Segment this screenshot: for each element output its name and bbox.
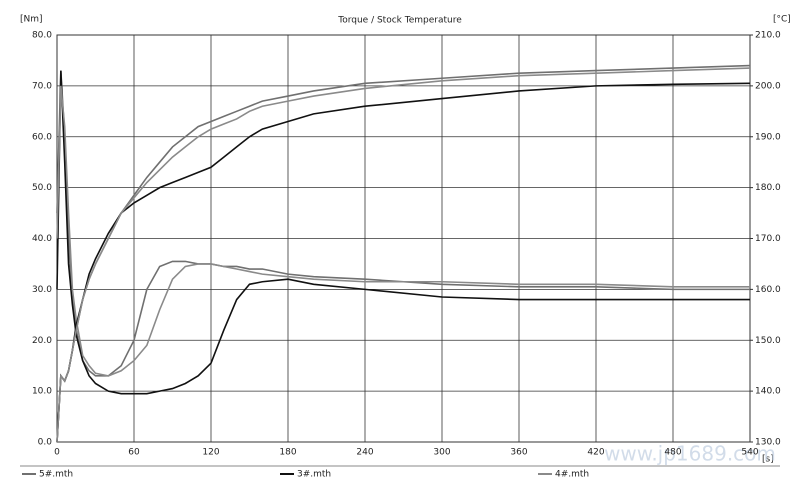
- legend-label: 3#.mth: [297, 470, 331, 480]
- y-tick-label: 40.0: [32, 234, 52, 244]
- y-tick-label: 30.0: [32, 285, 52, 295]
- y-tick-label: 20.0: [32, 336, 52, 346]
- legend-label: 4#.mth: [555, 470, 589, 480]
- y-tick-label: 10.0: [32, 387, 52, 397]
- series-line: [56, 82, 751, 443]
- y2-tick-label: 170.0: [755, 234, 781, 244]
- y2-tick-label: 140.0: [755, 387, 781, 397]
- y2-tick-label: 210.0: [755, 31, 781, 41]
- x-tick-label: 120: [202, 448, 219, 458]
- watermark: www.jp1689.com: [604, 442, 776, 466]
- y2-tick-label: 200.0: [755, 81, 781, 91]
- x-tick-label: 300: [433, 448, 450, 458]
- legend-label: 5#.mth: [39, 470, 73, 480]
- x-tick-label: 360: [510, 448, 527, 458]
- x-tick-label: 60: [128, 448, 140, 458]
- y2-tick-label: 160.0: [755, 285, 781, 295]
- x-axis-label: [s]: [762, 455, 774, 465]
- y-tick-label: 50.0: [32, 183, 52, 193]
- y-tick-label: 80.0: [32, 31, 52, 41]
- chart-title: Torque / Stock Temperature: [337, 16, 462, 26]
- y2-axis-label: [°C]: [773, 15, 791, 25]
- y-axis-label: [Nm]: [20, 15, 43, 25]
- x-tick-label: 540: [741, 448, 758, 458]
- y2-tick-label: 180.0: [755, 183, 781, 193]
- y2-tick-label: 190.0: [755, 132, 781, 142]
- y2-tick-label: 130.0: [755, 438, 781, 448]
- x-tick-label: 480: [664, 448, 681, 458]
- y-tick-label: 0.0: [38, 438, 53, 448]
- series-line: [56, 85, 750, 377]
- y-tick-label: 70.0: [32, 81, 52, 91]
- x-tick-label: 180: [279, 448, 296, 458]
- x-tick-label: 0: [54, 448, 60, 458]
- series-line: [56, 67, 751, 443]
- x-tick-label: 240: [356, 448, 373, 458]
- y-tick-label: 60.0: [32, 132, 52, 142]
- y2-tick-label: 150.0: [755, 336, 781, 346]
- x-tick-label: 420: [587, 448, 604, 458]
